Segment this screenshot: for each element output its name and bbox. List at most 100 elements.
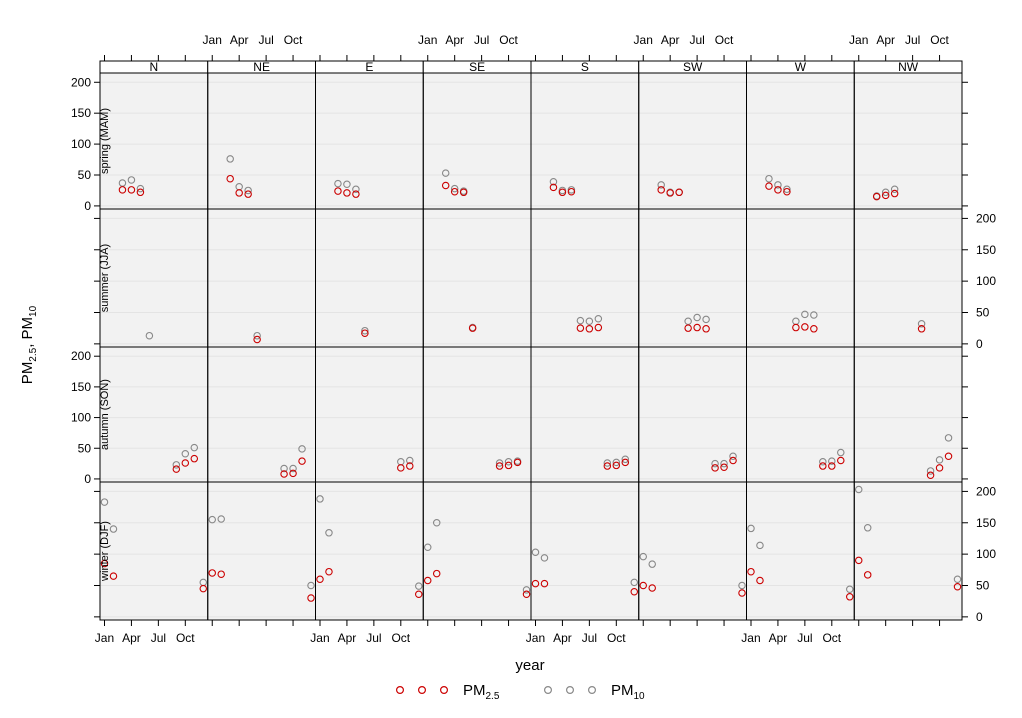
y-axis-title: PM2.5, PM10 — [19, 305, 39, 384]
point-pm10-spring-mam-n — [127, 176, 136, 184]
point-pm25-spring-mam-nw — [890, 189, 899, 198]
point-pm25-winter-djf-w — [747, 567, 755, 576]
point-pm25-winter-djf-s — [630, 588, 639, 596]
point-pm25-summer-jja-s — [576, 324, 585, 332]
point-pm25-spring-mam-nw — [881, 191, 890, 200]
point-pm10-spring-mam-w — [783, 185, 791, 193]
point-pm25-spring-mam-se — [441, 181, 450, 190]
panel-autumn-son-sw — [638, 347, 747, 482]
point-pm10-winter-djf-se — [423, 543, 432, 551]
x-tick-label-jan: Jan — [418, 33, 437, 47]
point-pm10-spring-mam-nw — [881, 188, 890, 197]
point-pm10-winter-djf-s — [540, 554, 549, 562]
point-pm10-winter-djf-nw — [854, 485, 863, 494]
point-pm25-winter-djf-nw — [953, 583, 962, 591]
panel-autumn-son-w — [746, 347, 855, 482]
axes: 0 50 100 150 200 0 50 100 150 200 0 50 100 150 200 0 50 1… — [71, 33, 996, 645]
panel-summer-jja-e — [315, 209, 424, 347]
point-pm10-autumn-son-ne — [298, 445, 306, 453]
panel-winter-djf-nw — [854, 482, 962, 620]
point-pm10-winter-djf-e — [415, 582, 423, 590]
x-tick-label-jul: Jul — [366, 631, 381, 645]
point-pm10-autumn-son-sw — [729, 452, 737, 460]
point-pm10-autumn-son-s — [621, 455, 630, 464]
point-pm25-winter-djf-s — [540, 579, 549, 588]
panel-spring-mam-ne — [207, 73, 316, 209]
point-pm10-winter-djf-w — [747, 524, 755, 533]
point-pm25-spring-mam-w — [774, 186, 782, 194]
panel-summer-jja-n — [100, 209, 208, 347]
x-tick-label-oct: Oct — [930, 33, 949, 47]
point-pm25-autumn-son-se — [495, 462, 504, 470]
point-pm25-summer-jja-e — [361, 329, 369, 337]
point-pm10-spring-mam-n — [136, 184, 145, 193]
point-pm10-winter-djf-se — [522, 586, 531, 594]
point-pm10-spring-mam-se — [441, 169, 450, 177]
point-pm25-winter-djf-e — [415, 590, 423, 599]
x-tick-label-jan: Jan — [526, 631, 545, 645]
point-pm25-winter-djf-nw — [854, 556, 863, 565]
x-tick-label-oct: Oct — [284, 33, 303, 47]
point-pm10-winter-djf-nw — [863, 524, 872, 532]
panel-autumn-son-nw — [854, 347, 962, 482]
point-pm10-autumn-son-sw — [711, 459, 719, 468]
point-pm10-autumn-son-sw — [720, 459, 728, 468]
point-pm10-winter-djf-ne — [217, 515, 225, 523]
point-pm25-spring-mam-ne — [244, 190, 252, 198]
panel-autumn-son-e — [315, 347, 424, 482]
point-pm25-winter-djf-se — [423, 576, 432, 585]
x-tick-label-jul: Jul — [474, 33, 489, 47]
panel-grid: N NE E SE S SW W NW spring (MAM) summer (JJA) autu… — [99, 60, 963, 621]
point-pm10-spring-mam-e — [343, 180, 351, 189]
y-tick-label: 200 — [976, 484, 996, 498]
point-pm10-spring-mam-e — [352, 185, 360, 193]
panel-summer-jja-w — [746, 209, 855, 347]
y-tick-label: 150 — [71, 380, 91, 394]
point-pm25-autumn-son-se — [513, 458, 522, 467]
y-tick-label: 50 — [78, 441, 92, 455]
point-pm10-spring-mam-w — [765, 174, 773, 183]
strip-label-ne: NE — [253, 60, 270, 74]
x-tick-label-jul: Jul — [905, 33, 920, 47]
point-pm10-autumn-son-se — [495, 459, 504, 467]
x-tick-label-apr: Apr — [769, 631, 788, 645]
point-pm25-summer-jja-sw — [702, 325, 710, 333]
strip-label-se: SE — [469, 60, 485, 74]
y-tick-label: 100 — [71, 137, 91, 151]
y-tick-label: 0 — [84, 199, 91, 213]
x-tick-label-oct: Oct — [499, 33, 518, 47]
point-pm25-autumn-son-e — [406, 462, 414, 470]
point-pm10-autumn-son-w — [828, 457, 836, 465]
point-pm25-autumn-son-se — [504, 461, 513, 470]
point-pm25-winter-djf-e — [316, 575, 324, 583]
point-pm25-winter-djf-w — [756, 576, 764, 585]
point-pm25-winter-djf-sw — [738, 589, 746, 597]
point-pm10-summer-jja-ne — [253, 331, 261, 340]
point-pm25-autumn-son-w — [828, 462, 836, 470]
point-pm10-spring-mam-sw — [657, 181, 665, 189]
point-pm25-spring-mam-w — [783, 187, 791, 196]
point-pm25-autumn-son-sw — [720, 463, 728, 472]
point-pm25-summer-jja-w — [810, 325, 818, 333]
point-pm25-summer-jja-ne — [253, 335, 261, 344]
point-pm25-summer-jja-w — [792, 323, 800, 332]
point-pm25-summer-jja-sw — [684, 324, 692, 332]
panel-autumn-son-se — [423, 347, 531, 482]
panel-autumn-son-n — [100, 347, 208, 482]
point-pm10-winter-djf-ne — [208, 515, 216, 524]
point-pm10-summer-jja-sw — [702, 315, 710, 324]
point-pm25-autumn-son-w — [819, 462, 827, 470]
panel-spring-mam-w — [746, 73, 855, 209]
y-tick-label: 100 — [71, 411, 91, 425]
panel-summer-jja-sw — [638, 209, 747, 347]
legend-marker-pm10 — [543, 685, 552, 694]
point-pm10-winter-djf-w — [846, 585, 854, 594]
point-pm25-autumn-son-n — [190, 454, 199, 463]
point-pm25-autumn-son-s — [621, 458, 630, 467]
point-pm10-winter-djf-s — [630, 578, 639, 587]
point-pm10-winter-djf-sw — [738, 581, 746, 590]
strip-label-s: S — [581, 60, 589, 74]
y-tick-label: 200 — [976, 211, 996, 225]
strip-label-e: E — [365, 60, 373, 74]
x-tick-label-jan: Jan — [634, 33, 653, 47]
